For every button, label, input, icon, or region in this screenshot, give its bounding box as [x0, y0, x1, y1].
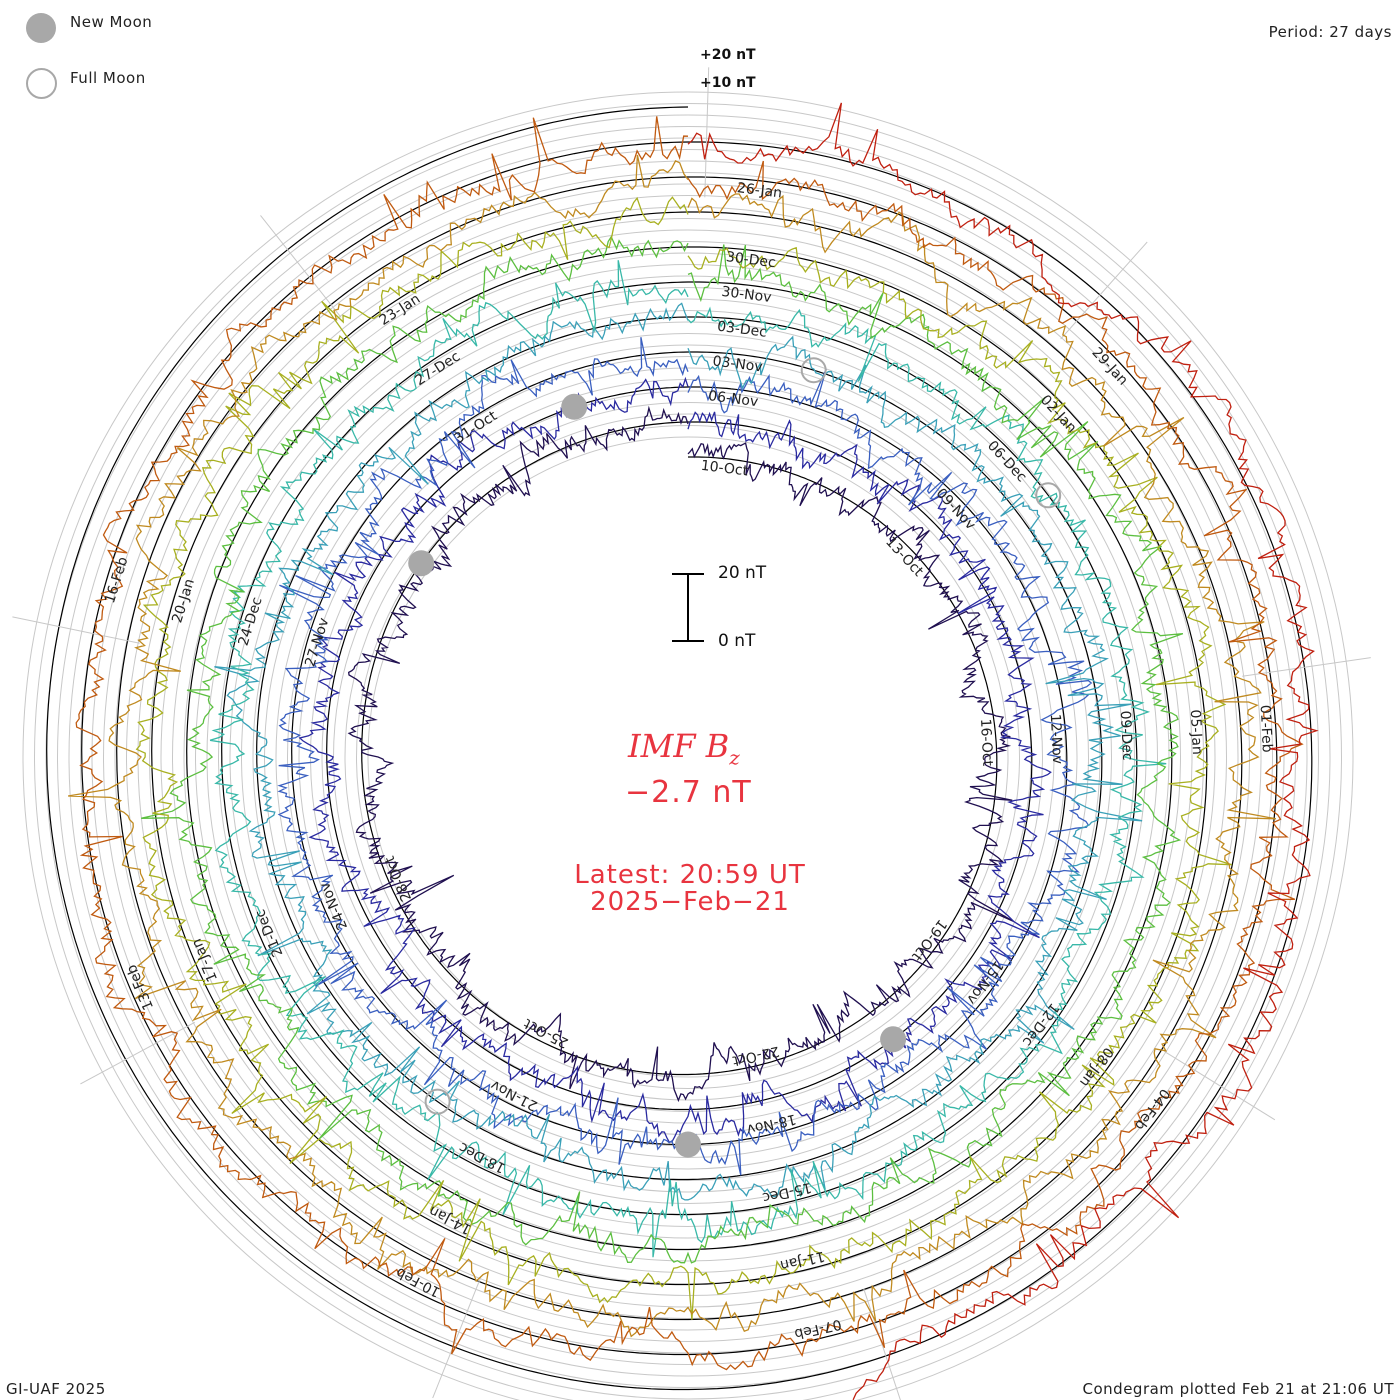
moon-markers — [408, 357, 1062, 1158]
grid-ring — [45, 114, 1331, 1400]
grid-ring — [114, 183, 1262, 1331]
ring-scale-label-20: +20 nT — [700, 47, 756, 63]
date-label: 26-Jan — [736, 180, 783, 202]
bz-traces — [67, 102, 1319, 1400]
date-label: 25-Oct — [521, 1015, 571, 1051]
grid-ring — [241, 310, 1135, 1204]
bz-trace-cycle-1 — [347, 405, 1015, 1103]
grid-ring — [103, 172, 1273, 1342]
full-moon-marker — [424, 1088, 451, 1115]
day-spoke — [1164, 1050, 1276, 1121]
grid-ring — [356, 425, 1020, 1089]
date-label: 16-Oct — [977, 718, 995, 767]
date-label: 07-Feb — [793, 1316, 843, 1342]
baseline-spiral — [46, 106, 1313, 1391]
grid-ring — [34, 103, 1342, 1400]
new-moon-marker — [408, 550, 435, 577]
date-label: 30-Dec — [725, 249, 777, 271]
grid-ring — [80, 149, 1296, 1365]
date-label: 03-Dec — [716, 319, 768, 341]
date-label: 05-Jan — [1187, 709, 1205, 755]
grid-ring — [218, 287, 1158, 1227]
bz-trace-cycle-5 — [209, 260, 1167, 1258]
grid-ring — [68, 137, 1308, 1377]
center-title-main: IMF B — [628, 727, 730, 765]
bz-trace-cycle-4 — [214, 302, 1143, 1201]
date-label: 06-Nov — [707, 388, 759, 410]
scale-bar-top-label: 20 nT — [718, 563, 767, 583]
new-moon-marker — [561, 393, 588, 420]
bz-trace-cycle-6 — [141, 235, 1184, 1264]
grid-ring — [22, 91, 1354, 1400]
full-moon-legend-icon — [26, 68, 57, 99]
day-spoke — [1242, 657, 1371, 677]
center-title: IMF Bz — [628, 727, 740, 769]
full-moon-legend-label: Full Moon — [70, 69, 146, 87]
full-moon-marker — [800, 357, 827, 384]
date-label: 09-Dec — [1117, 710, 1135, 761]
new-moon-legend-icon — [26, 13, 56, 43]
grid-ring — [149, 218, 1227, 1296]
day-spokes — [12, 67, 1371, 1400]
day-spoke — [704, 67, 710, 198]
grid-ring — [344, 413, 1032, 1101]
new-moon-marker — [880, 1026, 907, 1053]
scale-bar — [672, 573, 704, 642]
date-label: 22-Oct — [730, 1043, 780, 1069]
grid-ring — [183, 252, 1193, 1262]
day-spoke — [12, 616, 140, 644]
new-moon-legend-label: New Moon — [70, 13, 153, 31]
grid-ring — [126, 195, 1250, 1319]
full-moon-marker — [1035, 482, 1062, 509]
period-label: Period: 27 days — [1268, 23, 1392, 41]
latest-date: 2025−Feb−21 — [590, 887, 790, 917]
date-label: 10-Oct — [700, 458, 750, 480]
date-label: 12-Nov — [1047, 714, 1065, 765]
credit-label: GI-UAF 2025 — [6, 1380, 106, 1398]
day-spoke — [863, 1288, 901, 1400]
bz-trace-cycle-7 — [135, 196, 1232, 1320]
day-spoke — [432, 1277, 482, 1399]
grid-ring — [321, 390, 1055, 1124]
new-moon-marker — [675, 1131, 701, 1158]
date-label: 18-Dec — [456, 1139, 508, 1176]
center-title-sub: z — [729, 745, 740, 770]
day-spoke — [1060, 241, 1148, 340]
ring-scale-label-10: +10 nT — [700, 75, 756, 91]
grid-ring — [367, 436, 1009, 1078]
grid-ring — [57, 126, 1319, 1388]
date-label: 30-Nov — [720, 284, 772, 306]
latest-time: Latest: 20:59 UT — [574, 860, 806, 890]
bz-trace-cycle-10 — [687, 102, 1319, 1400]
grid-ring — [206, 275, 1170, 1239]
date-label: 15-Dec — [761, 1179, 813, 1206]
grid-ring — [252, 321, 1124, 1193]
date-label: 01-Feb — [1257, 705, 1275, 753]
date-label: 23-Jan — [377, 291, 424, 329]
plotted-label: Condegram plotted Feb 21 at 21:06 UT — [1082, 1380, 1394, 1398]
date-label: 18-Nov — [745, 1111, 798, 1138]
bz-trace-cycle-8 — [67, 154, 1277, 1338]
bz-trace-cycle-9 — [75, 116, 1304, 1371]
center-value: −2.7 nT — [625, 775, 752, 810]
day-spoke — [260, 215, 342, 318]
scale-bar-bottom-label: 0 nT — [718, 631, 756, 651]
date-label: 03-Nov — [712, 353, 764, 375]
bz-trace-cycle-2 — [298, 376, 1052, 1143]
